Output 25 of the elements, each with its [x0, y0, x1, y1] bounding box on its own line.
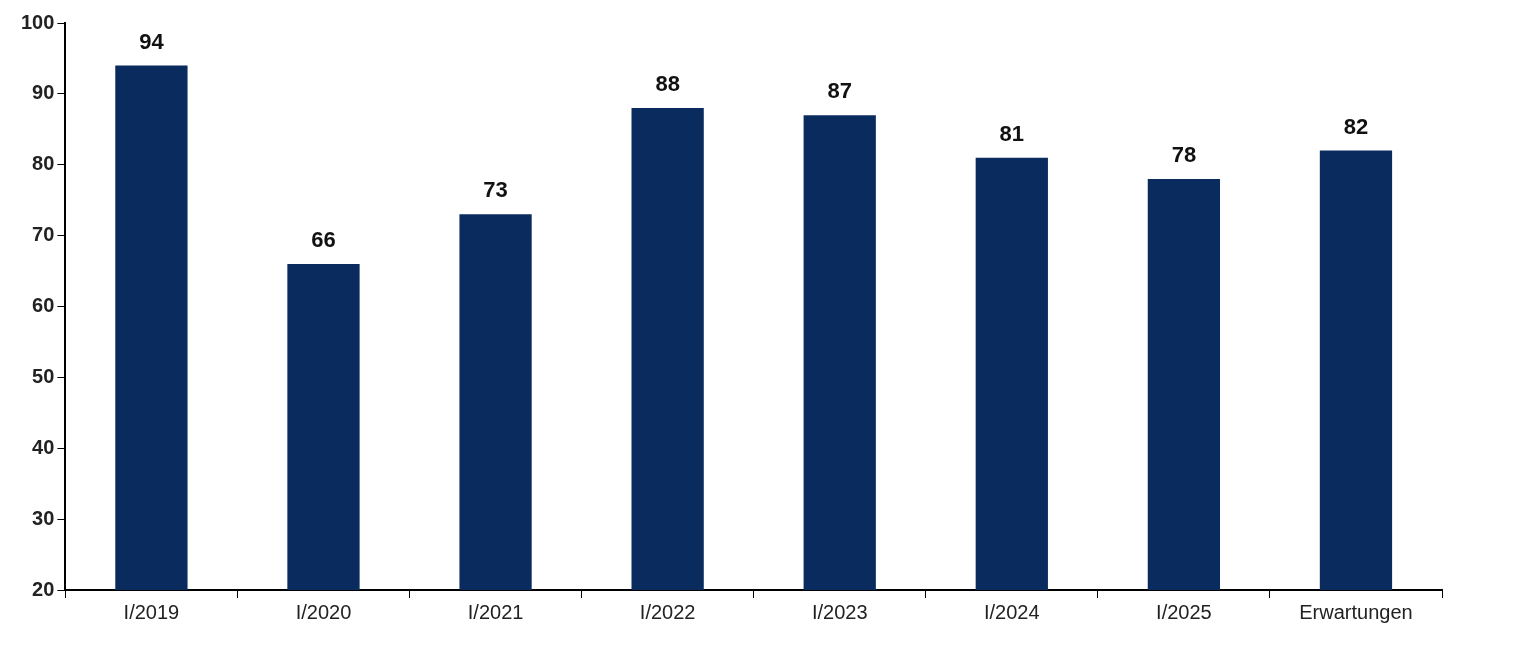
x-tick-label: I/2021 — [467, 600, 524, 623]
data-label: 87 — [827, 78, 852, 104]
data-label: 82 — [1343, 113, 1369, 139]
y-tick-label: 100 — [20, 10, 55, 33]
data-label: 73 — [483, 177, 508, 203]
y-tick-label: 30 — [32, 506, 55, 529]
data-label: 94 — [139, 28, 165, 54]
y-tick-label: 20 — [32, 577, 55, 600]
y-tick-label: 60 — [32, 294, 55, 317]
x-tick-label: I/2022 — [639, 600, 696, 623]
x-tick-label: I/2019 — [123, 600, 180, 623]
x-tick-label: I/2023 — [811, 600, 868, 623]
y-tick-label: 80 — [32, 152, 55, 175]
data-label: 66 — [311, 227, 336, 253]
data-label: 78 — [1171, 141, 1197, 167]
y-tick-label: 90 — [32, 81, 55, 104]
x-tick-label: I/2020 — [295, 600, 352, 623]
x-tick-label: I/2025 — [1156, 600, 1212, 623]
data-label: 88 — [655, 71, 680, 97]
x-tick-label: Erwartungen — [1299, 600, 1413, 623]
y-tick-label: 70 — [32, 223, 55, 246]
data-label: 81 — [999, 120, 1025, 146]
y-tick-label: 40 — [32, 435, 55, 458]
y-tick-label: 50 — [32, 364, 55, 387]
x-tick-label: I/2024 — [984, 600, 1040, 623]
